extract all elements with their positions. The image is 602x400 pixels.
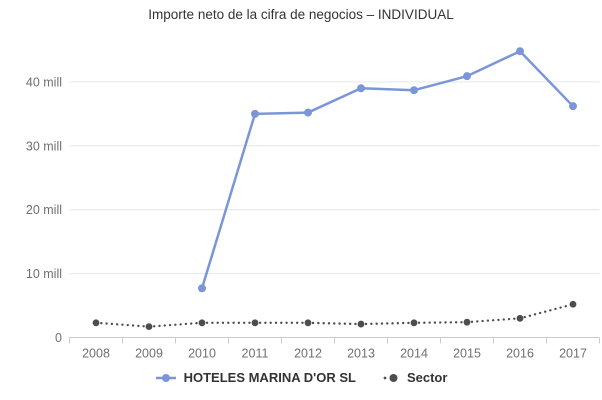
data-point-sector-2017[interactable]	[569, 300, 577, 308]
y-axis-label-0: 0	[55, 331, 62, 345]
y-axis-label-10: 10 mill	[26, 267, 62, 281]
series-line-sector	[94, 303, 575, 328]
x-axis-label-2009: 2009	[135, 347, 163, 361]
x-axis-label-2008: 2008	[82, 347, 110, 361]
x-axis-label-2013: 2013	[347, 347, 375, 361]
data-point-company-2016[interactable]	[516, 47, 524, 56]
legend-dotted-line-marker-icon	[383, 373, 398, 382]
x-axis-label-2010: 2010	[188, 347, 216, 361]
data-point-sector-2009[interactable]	[145, 323, 153, 331]
x-axis-label-2014: 2014	[400, 347, 428, 361]
chart-title: Importe neto de la cifra de negocios – I…	[148, 7, 454, 22]
data-point-company-2013[interactable]	[357, 84, 365, 93]
legend-label-sector: Sector	[406, 370, 448, 385]
data-point-sector-2010[interactable]	[198, 319, 206, 327]
legend-item-hoteles-marina-dor[interactable]: HOTELES MARINA D'OR SL	[155, 370, 356, 385]
data-point-sector-2014[interactable]	[410, 319, 418, 327]
x-axis-label-2017: 2017	[559, 347, 587, 361]
data-point-company-2011[interactable]	[251, 109, 259, 118]
data-point-company-2017[interactable]	[569, 102, 577, 111]
y-axis-label-30: 30 mill	[26, 139, 62, 153]
data-point-company-2012[interactable]	[304, 108, 312, 117]
data-point-sector-2015[interactable]	[463, 318, 471, 326]
x-axis-label-2015: 2015	[453, 347, 481, 361]
data-point-sector-2011[interactable]	[251, 319, 259, 327]
legend-label-company: HOTELES MARINA D'OR SL	[183, 370, 356, 385]
legend-item-sector[interactable]: Sector	[382, 370, 447, 385]
y-axis-label-40: 40 mill	[26, 75, 62, 89]
data-point-company-2015[interactable]	[463, 72, 471, 81]
y-axis-label-20: 20 mill	[26, 203, 62, 217]
legend-solid-line-marker-icon	[155, 373, 176, 382]
x-axis-label-2011: 2011	[242, 347, 269, 361]
data-point-sector-2012[interactable]	[304, 319, 312, 327]
data-point-sector-2008[interactable]	[92, 319, 100, 327]
data-point-company-2014[interactable]	[410, 86, 418, 95]
line-chart-plot-area: 0 10 mill 20 mill 30 mill 40 mill 2008 2009 201…	[26, 47, 600, 361]
data-point-company-2010[interactable]	[198, 284, 206, 293]
x-axis-label-2012: 2012	[294, 347, 322, 361]
series-line-company	[200, 49, 574, 289]
x-axis-label-2016: 2016	[506, 347, 534, 361]
data-point-sector-2013[interactable]	[357, 320, 365, 328]
chart-legend: HOTELES MARINA D'OR SL Sector	[0, 370, 602, 385]
data-point-sector-2016[interactable]	[516, 314, 524, 322]
